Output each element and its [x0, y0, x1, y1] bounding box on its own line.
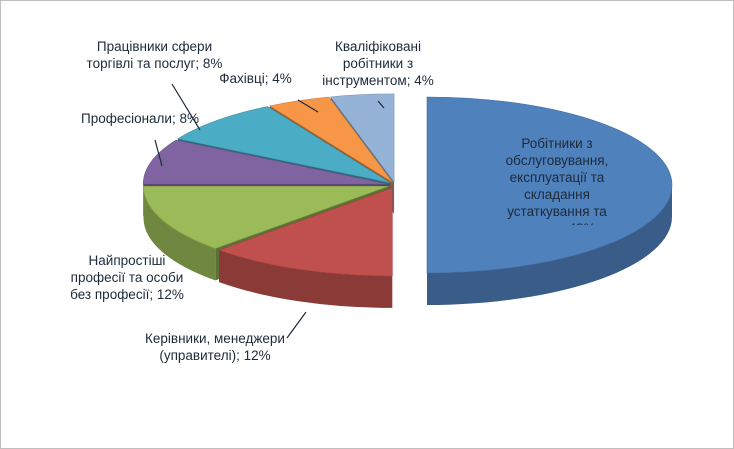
data-label: Фахівці; 4% [219, 71, 292, 86]
slice-side [219, 250, 393, 308]
data-label-box: Фахівці; 4% [219, 71, 292, 86]
data-label-box: Кваліфіковані робітники з інструментом; … [322, 39, 434, 88]
slice-side [143, 186, 216, 281]
data-label: Керівники, менеджери (управителі); 12% [145, 331, 285, 363]
slice [426, 96, 673, 305]
data-label-box: Працівники сфери торгівлі та послуг; 8% [86, 39, 223, 71]
slice-top [143, 185, 389, 249]
data-label-box: Керівники, менеджери (управителі); 12% [145, 331, 285, 363]
leader-line [154, 139, 163, 167]
leader-line [286, 311, 307, 339]
pie [142, 93, 673, 308]
data-label-box: Робітники з обслуговування, експлуатації… [505, 136, 609, 225]
leader-line [377, 100, 385, 109]
slice-top [330, 93, 395, 183]
data-label: Кваліфіковані робітники з інструментом; … [322, 39, 434, 88]
labels: Робітники з обслуговування, експлуатації… [70, 39, 609, 363]
slice-top [177, 106, 391, 184]
data-label-box: Професіонали; 8% [81, 111, 199, 126]
slice-top [218, 187, 393, 277]
slice [218, 187, 393, 308]
data-label: Робітники з обслуговування, експлуатації… [505, 136, 609, 225]
leader-line [297, 99, 319, 113]
data-label: Професіонали; 8% [81, 111, 199, 126]
data-label: Найпростіші професії та особи без профес… [70, 253, 184, 302]
slice-top [426, 96, 673, 274]
slice-top [142, 139, 389, 185]
data-label: Працівники сфери торгівлі та послуг; 8% [86, 39, 223, 71]
data-label-box: Найпростіші професії та особи без профес… [70, 253, 184, 302]
slice-side [427, 185, 672, 305]
leader-line [171, 83, 201, 131]
